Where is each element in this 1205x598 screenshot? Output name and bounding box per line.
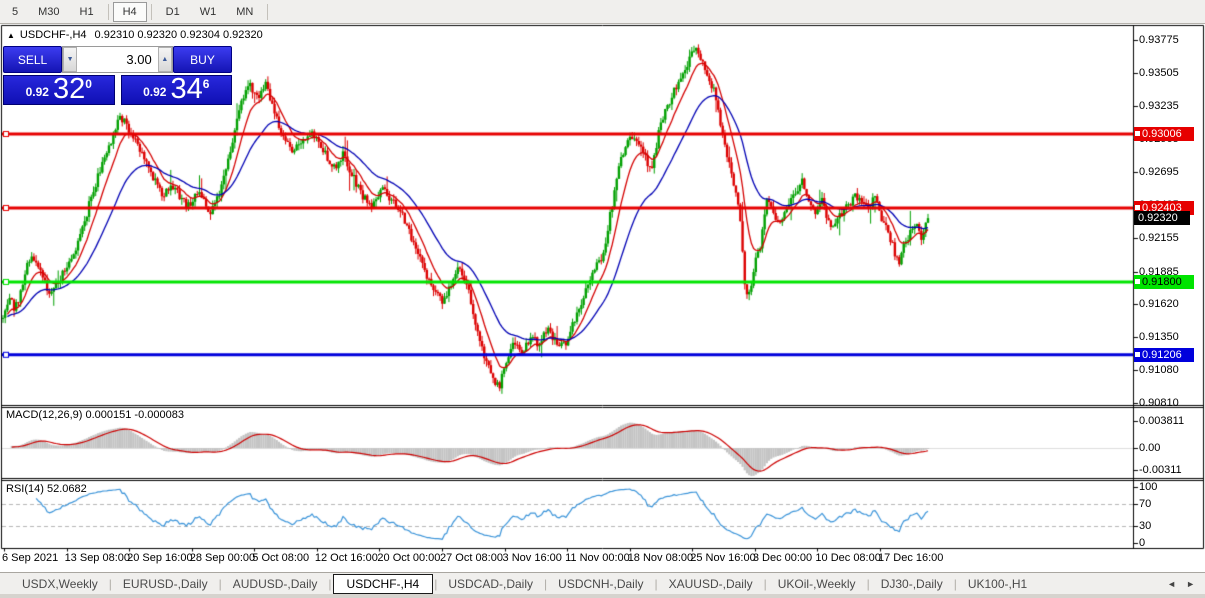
time-axis-label: 5 Oct 08:00 [252,552,310,564]
rsi-axis-tick: 70 [1139,497,1152,510]
volume-spinner: ▼ ▲ [62,46,173,73]
price-axis-tick: 0.90810 [1139,397,1179,410]
volume-decrease-button[interactable]: ▼ [63,47,78,72]
price-axis-tick: 0.91620 [1139,298,1179,311]
ohlc-values: 0.92310 0.92320 0.92304 0.92320 [94,29,263,41]
rsi-axis-tick: 30 [1139,520,1152,533]
macd-label: MACD(12,26,9) 0.000151 -0.000083 [6,409,184,421]
price-axis-tick: 0.93235 [1139,99,1179,112]
buy-button[interactable]: BUY [173,46,232,73]
sell-price-pip: 0 [85,77,92,91]
rsi-name: RSI(14) [6,483,44,495]
hline-price-badge: 0.93006 [1134,127,1194,141]
sell-button[interactable]: SELL [3,46,62,73]
price-axis-tick: 0.91885 [1139,265,1179,278]
price-axis-tick: 0.92155 [1139,232,1179,245]
buy-price-prefix: 0.92 [143,85,167,99]
sell-price-big: 32 [52,73,86,105]
symbol-period-label: USDCHF-,H4 [19,29,87,41]
time-axis-label: 20 Sep 16:00 [127,552,193,564]
buy-price-display[interactable]: 0.92 34 6 [120,73,232,105]
rsi-value: 52.0682 [46,483,87,495]
time-axis-label: 12 Oct 16:00 [314,552,378,564]
buy-price-big: 34 [170,73,203,105]
rsi-axis-tick: 0 [1139,537,1146,549]
time-axis-label: 11 Nov 00:00 [565,552,630,564]
macd-axis-tick: 0.00 [1139,442,1161,454]
rsi-axis-tick: 100 [1139,481,1158,493]
price-axis-tick: 0.91350 [1139,331,1179,344]
hline-price-badge: 0.91206 [1134,347,1194,362]
price-axis-tick: 0.92695 [1139,166,1179,179]
time-axis-label: 10 Dec 08:00 [815,552,881,564]
sell-price-display[interactable]: 0.92 32 0 [3,75,115,105]
time-axis-label: 3 Nov 16:00 [502,552,562,564]
buy-price-pip: 6 [202,77,210,91]
volume-increase-button[interactable]: ▲ [157,47,173,72]
rsi-label: RSI(14) 52.0682 [6,483,87,495]
sell-price-prefix: 0.92 [25,85,49,99]
macd-axis-tick: 0.003811 [1139,414,1185,427]
time-axis-label: 27 Oct 08:00 [439,552,503,564]
time-axis-label: 6 Sep 2021 [2,552,59,564]
chart-title-bar: ▲ USDCHF-,H4 0.92310 0.92320 0.92304 0.923… [7,29,263,41]
current-price-badge: 0.92320 [1134,211,1190,226]
macd-name: MACD(12,26,9) [6,409,83,421]
time-axis-label: 17 Dec 16:00 [877,552,944,564]
hline-price-badge: 0.91800 [1134,274,1194,289]
time-axis-label: 25 Nov 16:00 [690,552,756,564]
macd-values: 0.000151 -0.000083 [85,409,184,421]
time-axis-label: 3 Dec 00:00 [752,552,813,564]
time-axis-label: 18 Nov 08:00 [627,552,694,564]
time-axis-label: 20 Oct 00:00 [377,552,441,564]
price-axis-tick: 0.93505 [1139,66,1179,79]
price-axis-tick: 0.93775 [1139,33,1179,46]
volume-input[interactable] [77,47,158,72]
time-axis-label: 28 Sep 00:00 [189,552,256,564]
collapse-triangle-icon[interactable]: ▲ [7,31,15,40]
time-axis-label: 13 Sep 08:00 [64,552,131,564]
price-axis-tick: 0.91080 [1139,364,1179,377]
macd-axis-tick: -0.00311 [1139,464,1182,477]
